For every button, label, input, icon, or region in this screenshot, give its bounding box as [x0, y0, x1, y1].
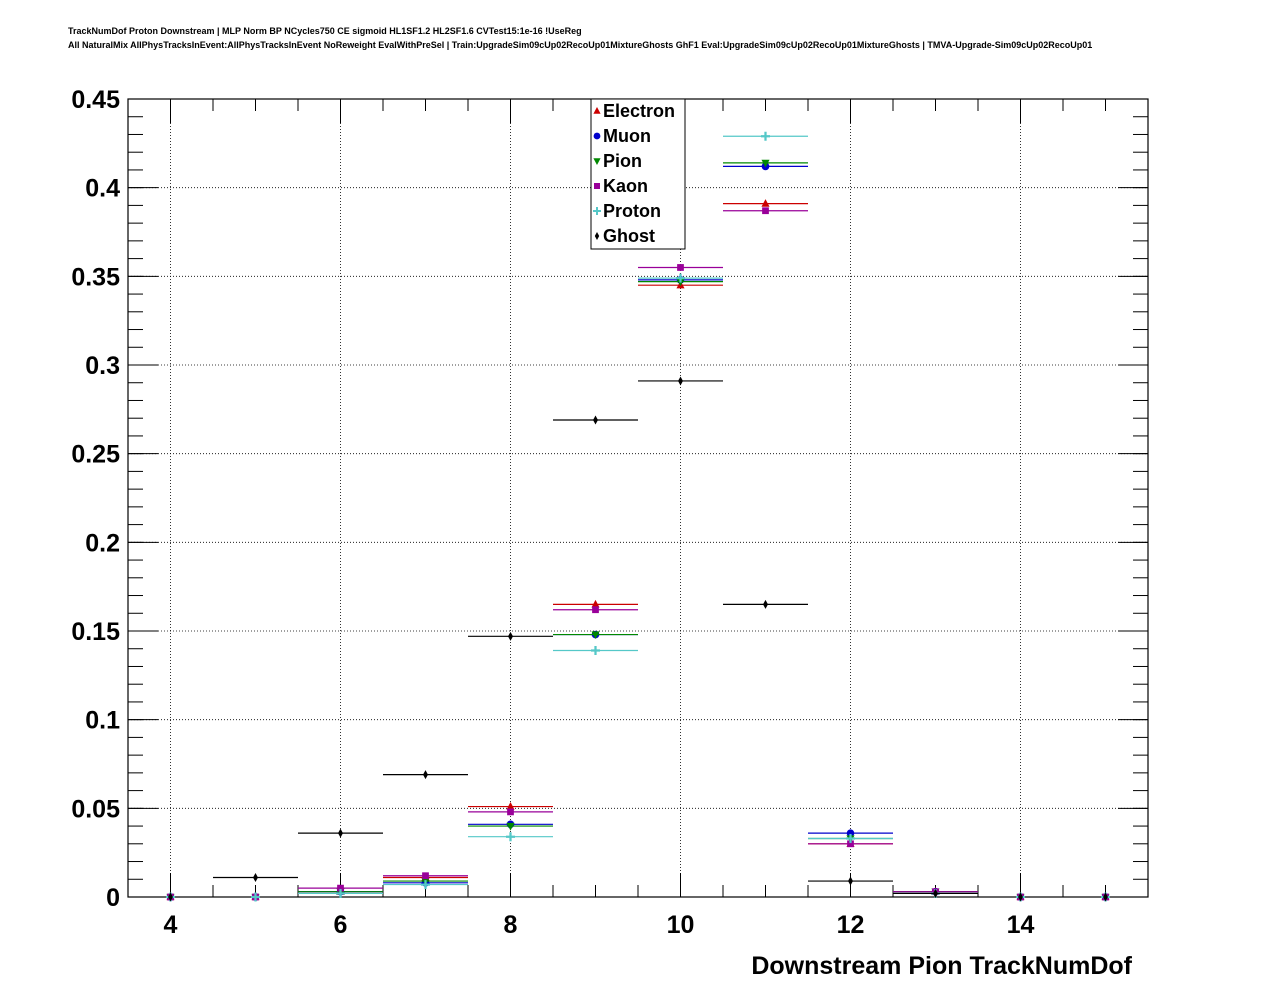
data-point — [933, 888, 938, 898]
series-muon — [166, 162, 1110, 901]
grid — [128, 99, 1148, 897]
data-point — [591, 646, 600, 656]
data-point — [168, 892, 173, 902]
x-tick-label: 14 — [1007, 911, 1035, 939]
legend-label-electron: Electron — [603, 101, 675, 121]
legend-label-ghost: Ghost — [603, 226, 655, 246]
data-point — [591, 631, 600, 640]
x-tick-label: 12 — [837, 911, 865, 939]
data-point — [591, 599, 600, 608]
series-electron — [166, 199, 1110, 901]
y-tick-label: 0.35 — [71, 263, 120, 291]
series-kaon — [167, 207, 1109, 901]
data-point — [1103, 892, 1108, 902]
y-tick-label: 0.25 — [71, 441, 120, 469]
y-tick-label: 0.4 — [85, 175, 120, 203]
data-point — [761, 199, 770, 207]
data-point — [592, 606, 599, 614]
x-tick-label: 4 — [164, 911, 178, 939]
data-point — [506, 832, 515, 842]
legend-marker — [593, 158, 601, 165]
data-point — [678, 376, 683, 386]
y-tick-label: 0.05 — [71, 795, 120, 823]
data-point — [676, 273, 685, 283]
data-point — [593, 415, 598, 425]
legend-marker — [594, 232, 600, 240]
data-point — [423, 770, 428, 780]
data-point — [506, 822, 515, 831]
data-point — [762, 207, 769, 215]
y-tick-label: 0.2 — [85, 529, 120, 557]
x-axis-label: Downstream Pion TrackNumDof — [751, 952, 1132, 980]
x-tick-label: 6 — [334, 911, 348, 939]
data-point — [846, 833, 855, 843]
legend-label-proton: Proton — [603, 201, 661, 221]
data-point — [506, 802, 515, 810]
header-line-2: All NaturalMix AllPhysTracksInEvent:AllP… — [68, 40, 1093, 50]
y-tick-label: 0.1 — [85, 707, 120, 735]
data-point — [251, 892, 260, 902]
legend-box — [590, 98, 686, 250]
data-point — [761, 131, 770, 141]
data-point — [422, 872, 429, 880]
data-point — [761, 159, 770, 168]
data-point — [338, 828, 343, 838]
data-point — [847, 840, 854, 848]
legend-marker — [593, 132, 601, 140]
data-point — [846, 829, 855, 837]
y-tick-label: 0.45 — [71, 86, 120, 114]
header-line-1: TrackNumDof Proton Downstream | MLP Norm… — [68, 26, 582, 36]
y-tick-label: 0.15 — [71, 618, 120, 646]
y-tick-label: 0 — [106, 884, 120, 912]
series-pion — [166, 159, 1110, 902]
x-tick-label: 10 — [667, 911, 695, 939]
x-tick-label: 8 — [504, 911, 518, 939]
legend-marker — [593, 207, 601, 215]
data-point — [336, 888, 345, 898]
legend-label-muon: Muon — [603, 126, 651, 146]
data-point — [848, 876, 853, 886]
legend-label-kaon: Kaon — [603, 176, 648, 196]
data-point — [508, 631, 513, 641]
data-point — [337, 884, 344, 892]
data-point — [1018, 892, 1023, 902]
axis-ticks — [127, 98, 1149, 898]
tick-labels: 4 6 8 10 12 14 0 0.05 0.1 0.15 0.2 0.25 0.3 0.35 0.4 0.… — [71, 86, 1034, 939]
data-point — [677, 264, 684, 271]
legend-marker — [594, 183, 600, 189]
legend-marker — [593, 107, 601, 114]
data-series — [166, 131, 1110, 902]
series-ghost — [168, 376, 1108, 902]
data-point — [507, 808, 514, 816]
legend: Electron Muon Pion Kaon Proton Ghost — [590, 98, 686, 250]
y-tick-label: 0.3 — [85, 352, 120, 380]
data-point — [763, 599, 768, 609]
legend-label-pion: Pion — [603, 151, 642, 171]
data-point — [253, 872, 258, 882]
data-point — [421, 880, 430, 890]
